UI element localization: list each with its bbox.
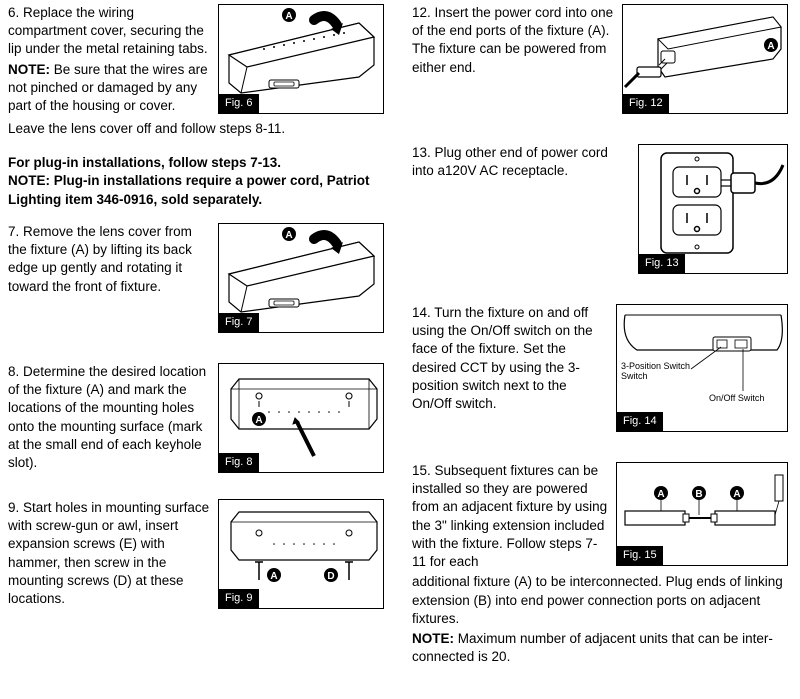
- step-7: A Fig. 7 7. Remove the lens cover from t…: [8, 223, 384, 339]
- svg-text:On/Off Switch: On/Off Switch: [709, 393, 764, 403]
- figure-14: 3-Position Switch Switch On/Off Switch F…: [616, 304, 788, 432]
- note-text: Maximum number of adjacent units that ca…: [412, 631, 773, 664]
- step-9: A D Fig. 9 9. Start holes in mounting su…: [8, 499, 384, 615]
- figure-15-label: Fig. 15: [617, 546, 663, 565]
- figure-12-label: Fig. 12: [623, 94, 669, 113]
- figure-9-label: Fig. 9: [219, 589, 259, 608]
- step-15-note: NOTE: Maximum number of adjacent units t…: [412, 630, 788, 666]
- figure-7-label: Fig. 7: [219, 313, 259, 332]
- plug-note-line1: For plug-in installations, follow steps …: [8, 154, 384, 172]
- svg-text:Switch: Switch: [621, 371, 648, 381]
- figure-6: A Fig. 6: [218, 4, 384, 114]
- step-15: A B A Fig. 15 15. Subsequent fixtures ca…: [412, 462, 788, 668]
- note-label: NOTE:: [412, 631, 454, 646]
- figure-8: A Fig. 8: [218, 363, 384, 473]
- svg-text:A: A: [733, 489, 740, 500]
- plug-in-note: For plug-in installations, follow steps …: [8, 154, 384, 209]
- svg-text:A: A: [270, 571, 277, 582]
- figure-15: A B A Fig. 15: [616, 462, 788, 566]
- svg-text:A: A: [255, 415, 262, 426]
- svg-text:D: D: [327, 571, 334, 582]
- figure-9: A D Fig. 9: [218, 499, 384, 609]
- figure-8-label: Fig. 8: [219, 453, 259, 472]
- figure-13: Fig. 13: [638, 144, 788, 274]
- step-6-text-b: Leave the lens cover off and follow step…: [8, 120, 384, 138]
- step-13: Fig. 13 13. Plug other end of power cord…: [412, 144, 788, 280]
- figure-14-label: Fig. 14: [617, 412, 663, 431]
- two-column-layout: A Fig. 6 6. Replace the wiring compartme…: [8, 4, 788, 682]
- step-6: A Fig. 6 6. Replace the wiring compartme…: [8, 4, 384, 140]
- svg-text:A: A: [285, 11, 292, 22]
- left-column: A Fig. 6 6. Replace the wiring compartme…: [8, 4, 384, 682]
- svg-text:A: A: [767, 41, 774, 52]
- figure-12: A Fig. 12: [622, 4, 788, 114]
- figure-13-label: Fig. 13: [639, 254, 685, 273]
- note-label: NOTE:: [8, 62, 50, 77]
- step-15-text-b: additional fixture (A) to be interconnec…: [412, 573, 788, 628]
- svg-text:A: A: [285, 230, 292, 241]
- right-column: A Fig. 12 12. Insert the power cord into…: [412, 4, 788, 682]
- figure-6-label: Fig. 6: [219, 94, 259, 113]
- svg-text:B: B: [695, 489, 702, 500]
- svg-text:A: A: [657, 489, 664, 500]
- plug-note-line2: NOTE: Plug-in installations require a po…: [8, 172, 384, 208]
- step-8: A Fig. 8 8. Determine the desired locati…: [8, 363, 384, 479]
- step-12: A Fig. 12 12. Insert the power cord into…: [412, 4, 788, 120]
- figure-7: A Fig. 7: [218, 223, 384, 333]
- svg-text:3-Position Switch: 3-Position Switch: [621, 361, 690, 371]
- step-14: 3-Position Switch Switch On/Off Switch F…: [412, 304, 788, 438]
